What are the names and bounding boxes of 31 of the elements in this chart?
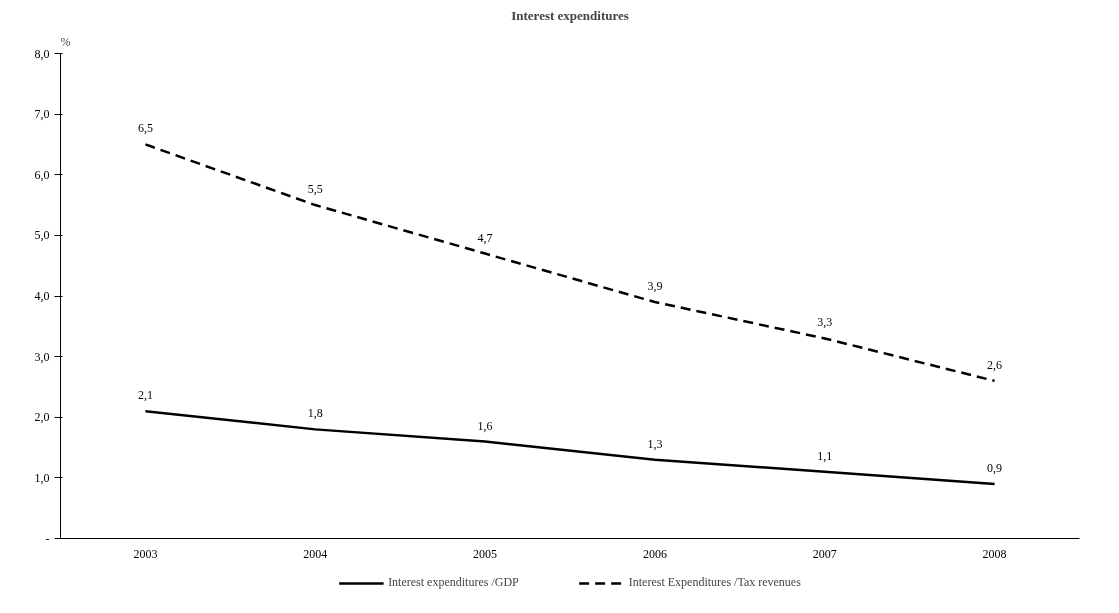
data-label: 5,5 [307, 182, 323, 197]
x-tick-label: 2006 [642, 546, 667, 561]
legend-label: Interest Expenditures /Tax revenues [628, 575, 801, 590]
y-tick-label: 2,0 [34, 410, 50, 425]
y-tick-label: 8,0 [34, 46, 50, 61]
x-tick-label: 2007 [812, 546, 837, 561]
y-tick-label: 7,0 [34, 107, 50, 122]
legend-label: Interest expenditures /GDP [388, 575, 519, 590]
x-tick-label: 2004 [303, 546, 328, 561]
data-label: 0,9 [987, 460, 1003, 475]
y-tick-label: 5,0 [34, 228, 50, 243]
data-label: 3,9 [647, 279, 663, 294]
data-label: 2,1 [137, 388, 153, 403]
x-tick-label: 2008 [982, 546, 1007, 561]
y-tick-label: 4,0 [34, 289, 50, 303]
data-label: 2,6 [987, 357, 1003, 372]
x-tick-label: 2005 [473, 546, 498, 561]
y-tick-label: 3,0 [34, 349, 50, 364]
chart-title: Interest expenditures [511, 7, 629, 23]
data-label: 6,5 [137, 121, 153, 136]
data-label: 1,8 [307, 406, 323, 421]
y-tick-label: - [45, 531, 50, 546]
x-tick-label: 2003 [133, 546, 158, 561]
data-label: 1,1 [817, 448, 833, 463]
data-label: 3,3 [817, 315, 833, 330]
y-axis-title: % [60, 34, 71, 49]
y-tick-label: 6,0 [34, 167, 50, 182]
data-label: 1,6 [477, 418, 493, 433]
data-label: 4,7 [477, 230, 493, 245]
data-label: 1,3 [647, 436, 663, 451]
y-tick-label: 1,0 [34, 470, 50, 485]
